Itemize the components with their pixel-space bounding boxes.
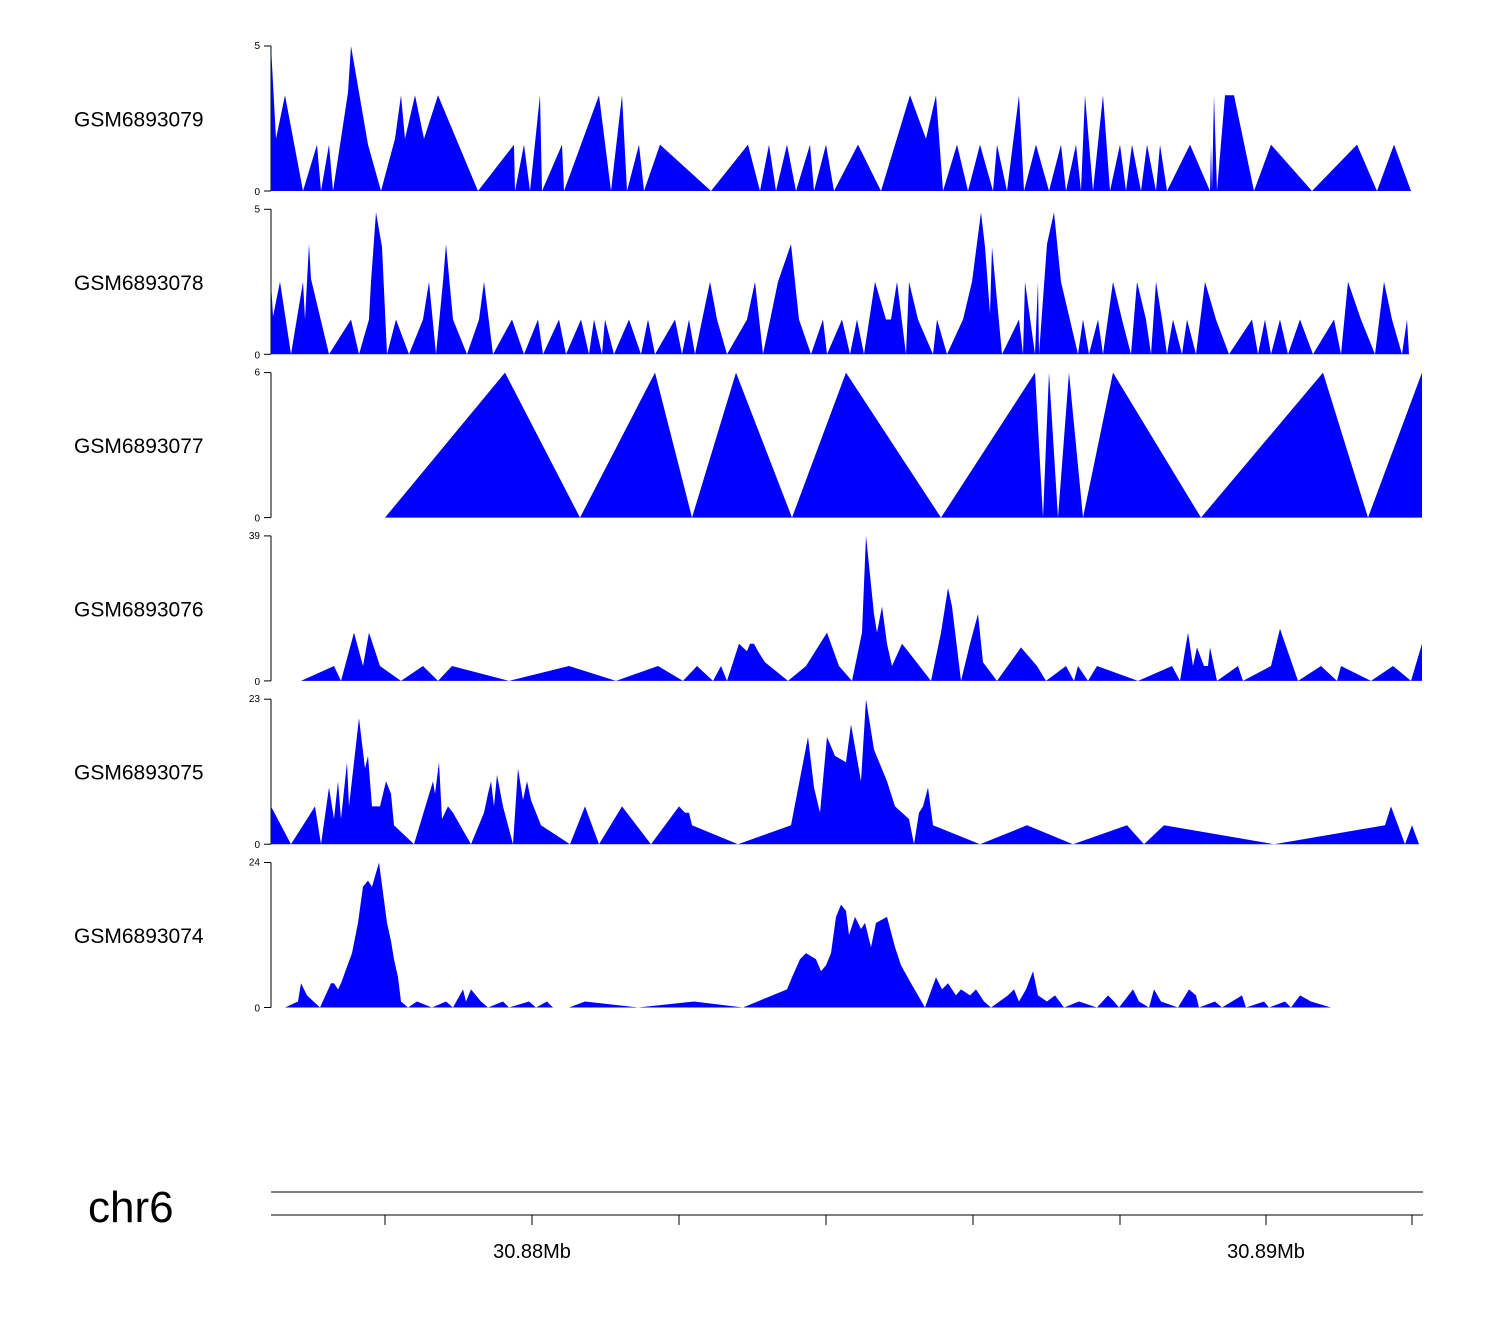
y-tick-label-max: 6: [254, 368, 260, 379]
track-GSM6893074: GSM6893074 24 0: [74, 858, 1331, 1015]
signal-area: [385, 372, 1422, 518]
track-label: GSM6893079: [74, 109, 204, 132]
signal-area: [271, 699, 1419, 845]
x-tick-label: 30.89Mb: [1227, 1241, 1305, 1263]
y-tick-label-min: 0: [254, 187, 260, 198]
track-label: GSM6893078: [74, 272, 204, 295]
track-label: GSM6893074: [74, 925, 204, 948]
y-tick-label-min: 0: [254, 350, 260, 361]
y-tick-label-max: 24: [249, 858, 261, 869]
track-GSM6893078: GSM6893078 5 0: [74, 204, 1409, 361]
y-tick-label-min: 0: [254, 840, 260, 851]
x-tick-label: 30.88Mb: [493, 1241, 571, 1263]
tracks-group: GSM689307950GSM689307850GSM689307760GSM6…: [74, 41, 1422, 1015]
chromosome-axis: chr6 30.88Mb 30.89Mb: [88, 1183, 1423, 1263]
track-label: GSM6893076: [74, 598, 204, 621]
y-tick-label-min: 0: [254, 1004, 260, 1015]
track-label: GSM6893077: [74, 435, 204, 458]
track-GSM6893079: GSM6893079 5 0: [74, 41, 1411, 198]
chromosome-label: chr6: [88, 1183, 174, 1232]
y-tick-label-max: 5: [254, 204, 260, 215]
track-label: GSM6893075: [74, 762, 204, 785]
track-GSM6893077: GSM6893077 6 0: [74, 368, 1422, 525]
y-tick-label-min: 0: [254, 514, 260, 525]
y-tick-label-max: 23: [249, 694, 261, 705]
y-tick-label-max: 5: [254, 41, 260, 52]
signal-area: [271, 46, 1411, 191]
signal-area: [285, 862, 1331, 1008]
signal-area: [271, 212, 1409, 355]
signal-area: [301, 535, 1422, 681]
y-tick-label-min: 0: [254, 677, 260, 688]
track-GSM6893075: GSM6893075 23 0: [74, 694, 1419, 851]
track-GSM6893076: GSM6893076 39 0: [74, 531, 1422, 688]
y-tick-label-max: 39: [249, 531, 261, 542]
